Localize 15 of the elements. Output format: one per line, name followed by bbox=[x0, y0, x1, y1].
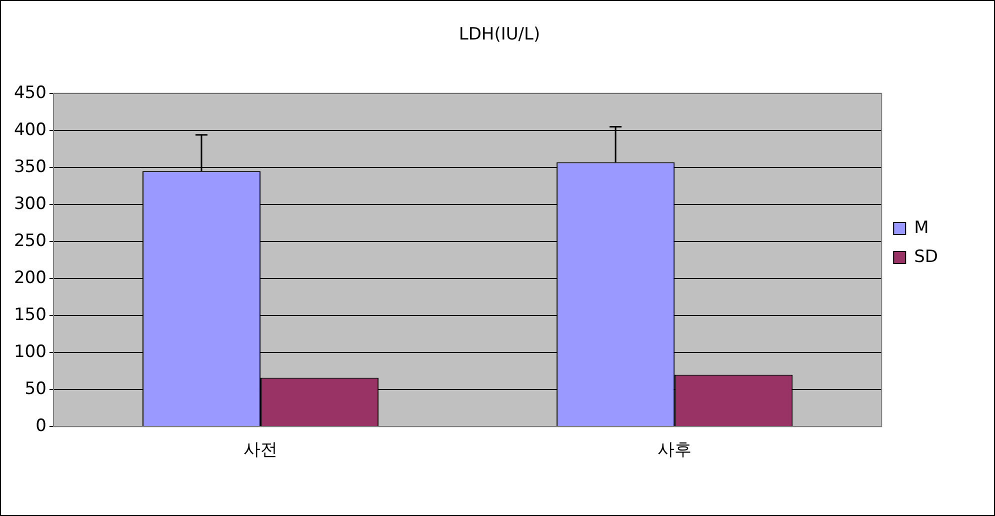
y-tick-label: 400 bbox=[14, 120, 46, 140]
y-tick-label: 150 bbox=[14, 304, 46, 325]
x-tick-label: 사후 bbox=[658, 440, 692, 460]
y-tick-label: 200 bbox=[14, 268, 46, 288]
legend-label: SD bbox=[914, 246, 938, 267]
y-tick-label: 50 bbox=[24, 379, 46, 399]
y-tick-label: 250 bbox=[14, 230, 46, 251]
y-tick-label: 350 bbox=[14, 156, 46, 177]
y-tick-label: 450 bbox=[14, 82, 46, 103]
legend-label: M bbox=[914, 218, 929, 238]
y-tick-label: 100 bbox=[14, 342, 46, 362]
y-tick-label: 300 bbox=[14, 194, 46, 214]
chart-title: LDH(IU/L) bbox=[458, 24, 540, 45]
y-tick-label: 0 bbox=[36, 416, 46, 436]
x-tick-label: 사전 bbox=[243, 440, 278, 460]
